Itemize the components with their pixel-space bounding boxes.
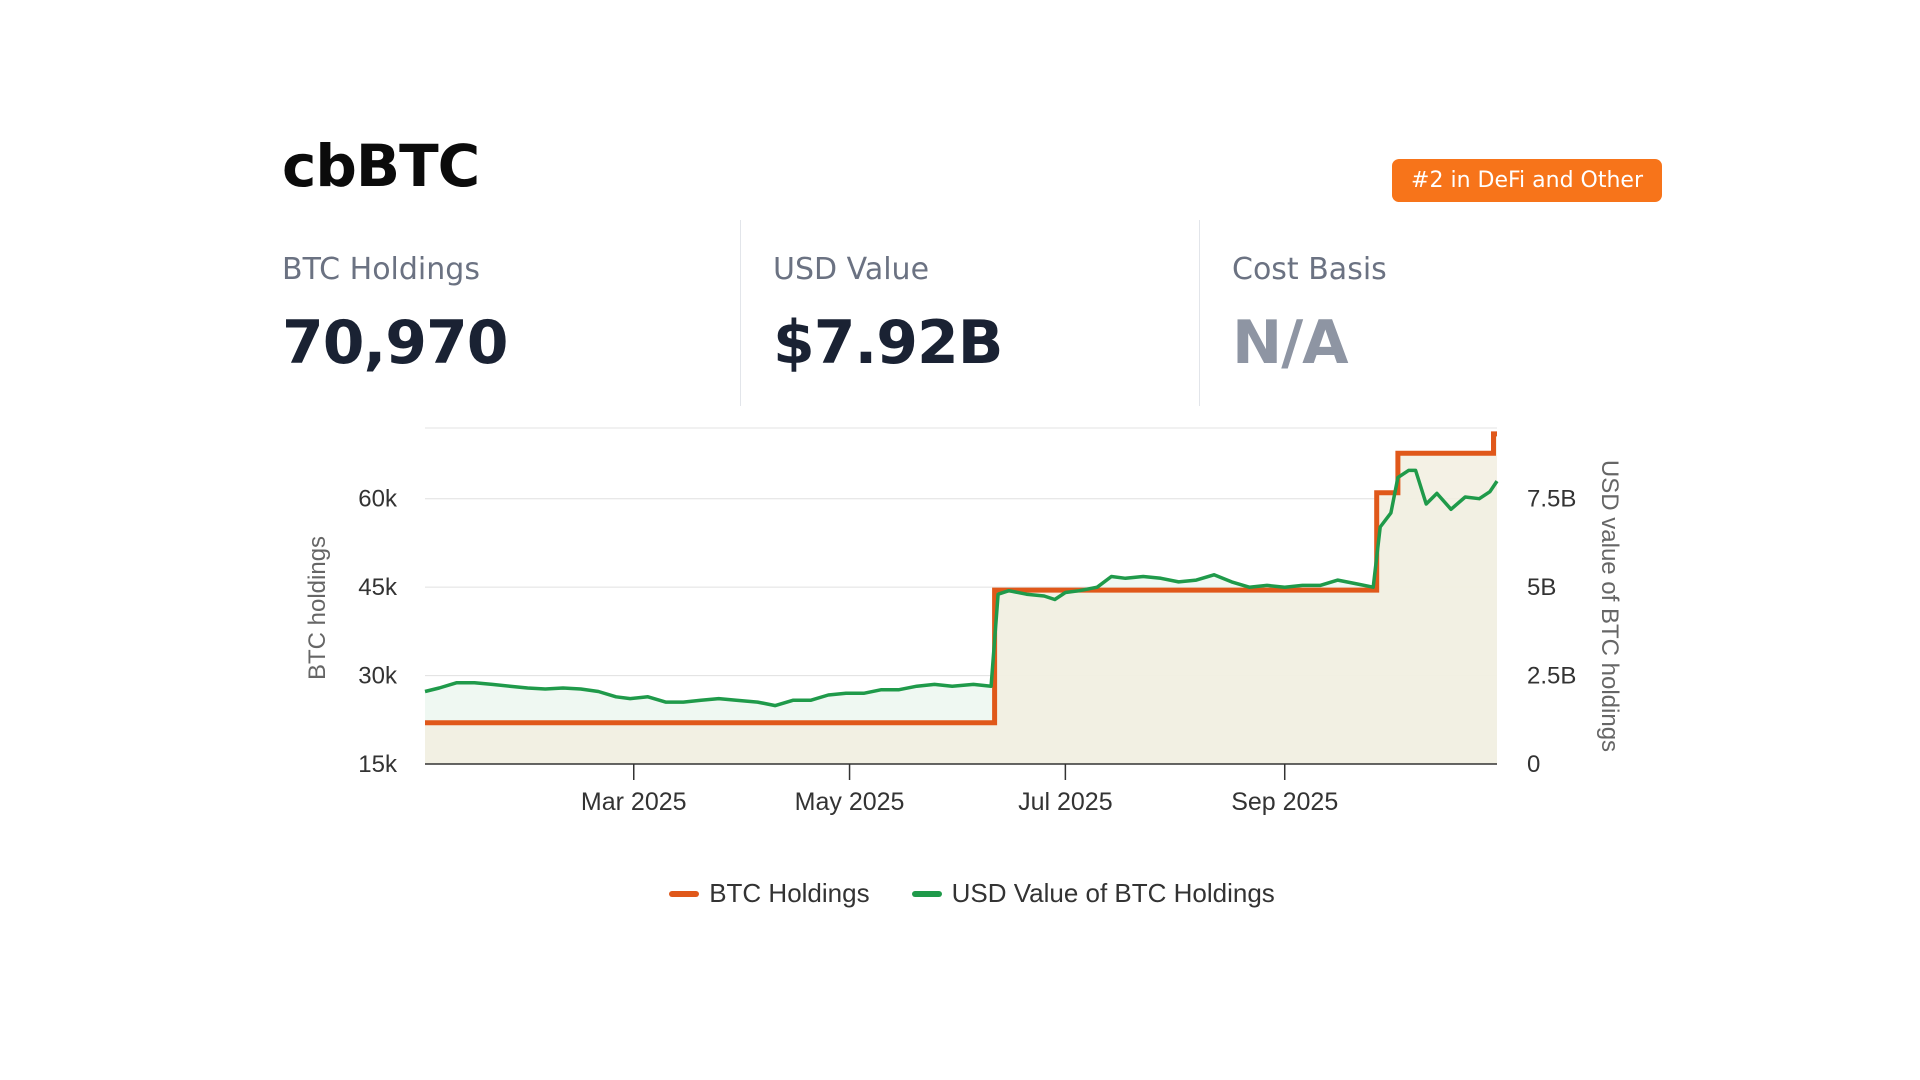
stat-value: N/A xyxy=(1232,308,1349,378)
x-tick-label: Sep 2025 xyxy=(1231,788,1338,816)
y-left-tick-label: 45k xyxy=(358,574,398,601)
x-tick-label: May 2025 xyxy=(795,788,905,816)
holdings-chart: Mar 2025 May 2025 Jul 2025 Sep 2025 15k 30k 45… xyxy=(304,427,1623,816)
y-left-tick-label: 30k xyxy=(358,663,398,690)
page-title: cbBTC xyxy=(282,132,480,200)
y-right-tick-label: 5B xyxy=(1527,574,1556,601)
usd-value-line xyxy=(424,468,1499,708)
stat-value: 70,970 xyxy=(282,308,509,378)
y-right-axis-title: USD value of BTC holdings xyxy=(1596,460,1623,752)
y-left-tick-label: 60k xyxy=(358,486,398,513)
legend-swatch-usd xyxy=(911,890,942,897)
stat-btc-holdings: BTC Holdings 70,970 xyxy=(282,220,741,406)
y-left-tick-label: 15k xyxy=(358,751,398,778)
holder-card: cbBTC #2 in DeFi and Other BTC Holdings … xyxy=(282,120,1662,940)
holdings-area xyxy=(425,433,1497,764)
legend-item-btc-holdings[interactable]: BTC Holdings xyxy=(669,878,870,909)
stat-usd-value: USD Value $7.92B xyxy=(741,220,1200,406)
x-tick-label: Mar 2025 xyxy=(581,788,687,816)
stat-cost-basis: Cost Basis N/A xyxy=(1200,220,1662,406)
stat-label: Cost Basis xyxy=(1232,252,1387,287)
chart-legend: BTC Holdings USD Value of BTC Holdings xyxy=(282,878,1662,909)
legend-swatch-holdings xyxy=(669,890,700,897)
y-right-tick-label: 0 xyxy=(1527,751,1540,778)
y-right-tick-label: 7.5B xyxy=(1527,486,1576,513)
stat-value: $7.92B xyxy=(773,308,1004,378)
stats-row: BTC Holdings 70,970 USD Value $7.92B Cos… xyxy=(282,220,1662,406)
legend-label: USD Value of BTC Holdings xyxy=(951,878,1275,908)
y-right-tick-label: 2.5B xyxy=(1527,663,1576,690)
y-left-axis-title: BTC holdings xyxy=(304,536,331,680)
rank-badge: #2 in DeFi and Other xyxy=(1392,159,1662,202)
stat-label: USD Value xyxy=(773,252,930,287)
x-tick-label: Jul 2025 xyxy=(1018,788,1113,816)
stat-label: BTC Holdings xyxy=(282,252,480,287)
legend-item-usd-value[interactable]: USD Value of BTC Holdings xyxy=(911,878,1275,909)
legend-label: BTC Holdings xyxy=(709,878,870,908)
